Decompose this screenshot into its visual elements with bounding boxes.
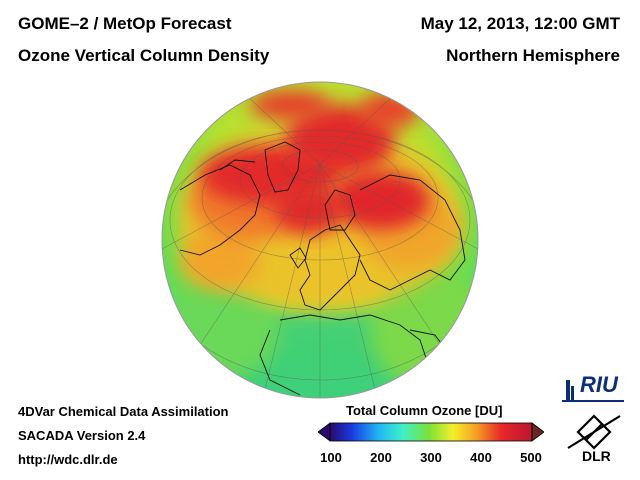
- forecast-date: May 12, 2013, 12:00 GMT: [420, 14, 620, 33]
- dlr-logo-text: DLR: [582, 448, 611, 464]
- footer-url[interactable]: http://wdc.dlr.de: [18, 452, 118, 467]
- colorbar-gradient: [329, 422, 533, 442]
- colorbar-title: Total Column Ozone [DU]: [346, 403, 503, 418]
- colorbar-max-arrow: [531, 422, 544, 442]
- colorbar-tick: 400: [470, 450, 492, 465]
- riu-logo-icon: [562, 380, 624, 402]
- colorbar-tick: 200: [370, 450, 392, 465]
- colorbar-tick: 100: [320, 450, 342, 465]
- map-title: GOME–2 / MetOp Forecast: [18, 14, 232, 33]
- dlr-logo-icon: [567, 414, 621, 450]
- colorbar: [318, 422, 544, 442]
- colorbar-tick: 500: [520, 450, 542, 465]
- graticule: [162, 82, 478, 398]
- colorbar-min-arrow: [318, 422, 331, 442]
- map-subtitle: Ozone Vertical Column Density: [18, 46, 270, 65]
- riu-logo-text: RIU: [580, 372, 618, 397]
- footer-version: SACADA Version 2.4: [18, 428, 146, 443]
- ozone-globe-map: [161, 81, 479, 399]
- region-label: Northern Hemisphere: [446, 46, 620, 65]
- colorbar-tick: 300: [420, 450, 442, 465]
- globe-outline: [161, 81, 479, 399]
- footer-method: 4DVar Chemical Data Assimilation: [18, 404, 229, 419]
